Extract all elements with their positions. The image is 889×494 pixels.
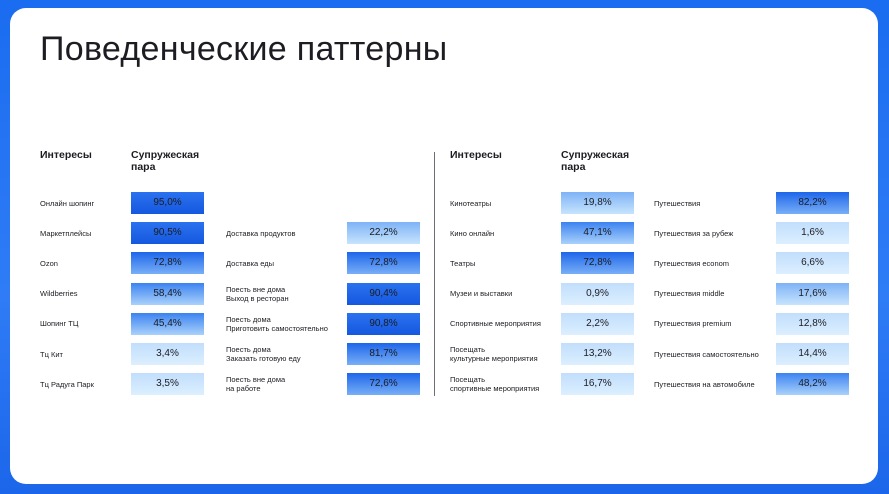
shopping-label: Тц Кит <box>40 349 63 359</box>
travel-label: Путешествия econom <box>654 258 730 268</box>
shopping-value-cell: 45,4% <box>131 312 204 335</box>
food-value-cell: 22,2% <box>347 222 420 245</box>
travel-label: Путешествия за рубеж <box>654 228 734 238</box>
travel-value-cell: 12,8% <box>776 312 849 335</box>
food-label: Поесть вне дома Выход в ресторан <box>226 284 289 303</box>
leisure-label: Посещать культурные мероприятия <box>450 345 538 363</box>
leisure-label: Театры <box>450 258 476 268</box>
travel-value-cell: 14,4% <box>776 343 849 365</box>
leisure-value-cell: 47,1% <box>561 222 634 245</box>
shopping-label: Ozon <box>40 258 58 268</box>
shopping-value-cell: 3,5% <box>131 373 204 396</box>
leisure-label: Спортивные мероприятия <box>450 319 541 329</box>
travel-value-cell: 82,2% <box>776 192 849 214</box>
travel-label: Путешествия самостоятельно <box>654 349 759 359</box>
shopping-label: Тц Радуга Парк <box>40 379 94 389</box>
shopping-label: Онлайн шопинг <box>40 198 95 208</box>
shopping-value-cell: 3,4% <box>131 343 204 365</box>
leisure-value-cell: 0,9% <box>561 282 634 305</box>
food-value-cell: 72,8% <box>347 252 420 275</box>
food-label: Доставка еды <box>226 258 275 268</box>
right-header-interests: Интересы <box>450 149 502 161</box>
right-header-segment-text: Супружеская пара <box>561 149 630 173</box>
food-value-cell: 81,7% <box>347 343 420 365</box>
travel-label: Путешествия middle <box>654 289 725 299</box>
travel-label: Путешествия <box>654 198 701 208</box>
leisure-value-cell: 19,8% <box>561 192 634 214</box>
food-label: Поесть дома Приготовить самостоятельно <box>226 314 328 333</box>
slide-card: Поведенческие паттерны Интересы Супружес… <box>10 8 878 484</box>
leisure-label: Кинотеатры <box>450 198 492 208</box>
travel-label: Путешествия premium <box>654 319 732 329</box>
food-label: Доставка продуктов <box>226 228 296 238</box>
leisure-value-cell: 2,2% <box>561 312 634 335</box>
travel-value-cell: 17,6% <box>776 282 849 305</box>
leisure-label: Музеи и выставки <box>450 289 513 299</box>
travel-value-cell: 1,6% <box>776 222 849 245</box>
food-value-cell: 72,6% <box>347 373 420 396</box>
leisure-label: Кино онлайн <box>450 228 495 238</box>
travel-label: Путешествия на автомобиле <box>654 379 755 389</box>
shopping-value-cell: 95,0% <box>131 192 204 214</box>
food-value-cell: 90,8% <box>347 312 420 335</box>
travel-value-cell: 48,2% <box>776 373 849 396</box>
shopping-value-cell: 58,4% <box>131 282 204 305</box>
column-divider <box>434 152 435 396</box>
leisure-label: Посещать спортивные мероприятия <box>450 375 540 394</box>
shopping-value-cell: 72,8% <box>131 252 204 275</box>
food-label: Поесть дома Заказать готовую еду <box>226 345 301 363</box>
shopping-value-cell: 90,5% <box>131 222 204 245</box>
food-label: Поесть вне дома на работе <box>226 375 286 394</box>
shopping-label: Шопинг ТЦ <box>40 319 79 329</box>
travel-value-cell: 6,6% <box>776 252 849 275</box>
left-header-segment-text: Супружеская пара <box>131 149 200 173</box>
right-header-segment: Супружеская пара <box>561 149 629 173</box>
leisure-value-cell: 72,8% <box>561 252 634 275</box>
shopping-label: Маркетплейсы <box>40 228 92 238</box>
left-header-interests: Интересы <box>40 149 92 161</box>
leisure-value-cell: 16,7% <box>561 373 634 396</box>
food-value-cell: 90,4% <box>347 282 420 305</box>
shopping-label: Wildberries <box>40 289 78 299</box>
page-title: Поведенческие паттерны <box>40 30 448 68</box>
leisure-value-cell: 13,2% <box>561 343 634 365</box>
left-header-segment: Супружеская пара <box>131 149 199 173</box>
